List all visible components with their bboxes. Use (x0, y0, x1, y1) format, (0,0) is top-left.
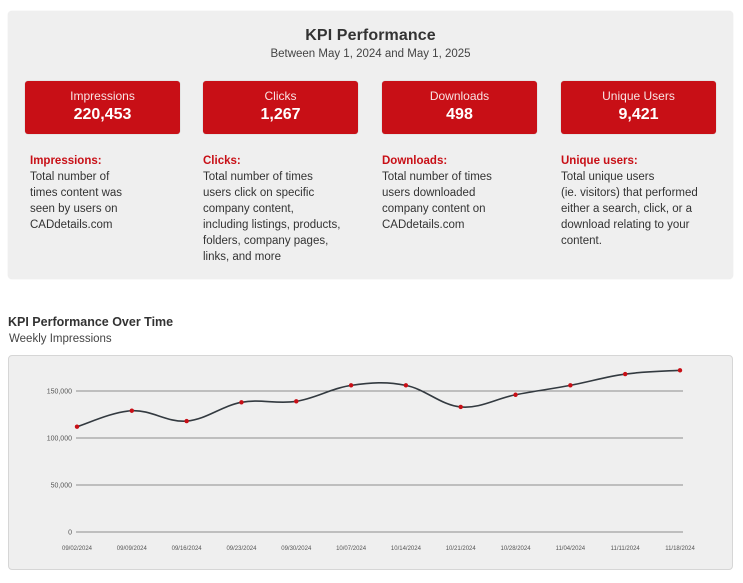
kpi-card-label: Downloads (429, 89, 490, 103)
series-line-impressions (76, 369, 681, 428)
data-point[interactable] (129, 408, 135, 413)
definition-line: folders, company pages, (203, 235, 329, 247)
x-tick-label: 10/07/2024 (336, 546, 367, 552)
y-tick-label: 100,000 (47, 436, 72, 443)
kpi-card-downloads: Downloads 498 (382, 81, 537, 134)
kpi-card-value: 220,453 (73, 106, 132, 123)
x-tick-label: 09/02/2024 (62, 546, 93, 552)
kpi-summary-panel: KPI Performance Between May 1, 2024 and … (8, 11, 733, 279)
weekly-impressions-chart: 0 50,000 100,000 150,000 09/02/2024 09/09/20… (47, 368, 695, 552)
definition-line: Total number of (30, 171, 110, 183)
x-tick-label: 09/30/2024 (281, 546, 312, 552)
data-point[interactable] (403, 383, 409, 388)
kpi-card-value: 1,267 (260, 106, 301, 123)
kpi-card-unique-users: Unique Users 9,421 (561, 81, 716, 134)
data-point[interactable] (622, 371, 628, 377)
data-point[interactable] (677, 368, 683, 373)
definition-line: company content on (382, 203, 486, 215)
definition-line: users downloaded (382, 187, 476, 199)
definition-term: Unique users: (561, 155, 638, 167)
chart-section-title: KPI Performance Over Time (8, 315, 174, 329)
chart-panel: 0 50,000 100,000 150,000 09/02/2024 09/09/20… (8, 355, 733, 570)
kpi-card-clicks: Clicks 1,267 (203, 81, 358, 134)
definition-line: users click on specific (203, 187, 315, 199)
x-tick-label: 09/16/2024 (172, 546, 203, 552)
date-range-subtitle: Between May 1, 2024 and May 1, 2025 (270, 48, 471, 60)
definition-line: either a search, click, or a (561, 203, 693, 215)
chart-gridlines (76, 390, 683, 533)
y-tick-label: 0 (68, 530, 72, 537)
x-tick-label: 11/18/2024 (665, 546, 695, 552)
definition-line: times content was (30, 187, 123, 199)
data-point[interactable] (294, 399, 299, 404)
definition-line: (ie. visitors) that performed (561, 187, 698, 199)
definition-impressions: Impressions: Total number of times conte… (30, 153, 190, 233)
definition-line: content. (561, 235, 602, 247)
chart-x-axis: 09/02/2024 09/09/2024 09/16/2024 09/23/2024… (62, 546, 695, 552)
definition-line: CADdetails.com (30, 219, 113, 231)
kpi-cards: Impressions 220,453 Clicks 1,267 Downloa… (25, 81, 716, 134)
definition-line: company content, (203, 203, 294, 215)
data-point[interactable] (513, 392, 518, 397)
kpi-card-value: 9,421 (618, 106, 659, 123)
definition-line: Total number of times (203, 171, 313, 183)
definition-line: including listings, products, (203, 219, 341, 231)
y-tick-label: 150,000 (47, 389, 72, 396)
definition-term: Clicks: (203, 155, 241, 167)
page-title: KPI Performance (305, 27, 436, 44)
definition-line: seen by users on (30, 203, 118, 215)
x-tick-label: 10/14/2024 (391, 546, 422, 552)
data-point[interactable] (239, 400, 244, 405)
definition-unique-users: Unique users: Total unique users (ie. vi… (561, 153, 731, 249)
series-points (74, 368, 683, 429)
chart-section-subtitle: Weekly Impressions (9, 333, 112, 345)
data-point[interactable] (568, 383, 573, 388)
definition-clicks: Clicks: Total number of times users clic… (203, 153, 373, 265)
kpi-card-impressions: Impressions 220,453 (25, 81, 180, 134)
data-point[interactable] (348, 383, 354, 388)
definition-line: CADdetails.com (382, 219, 465, 231)
x-tick-label: 10/28/2024 (501, 546, 532, 552)
chart-y-axis: 0 50,000 100,000 150,000 (47, 389, 72, 537)
kpi-card-label: Clicks (264, 89, 297, 103)
definition-line: Total number of times (382, 171, 492, 183)
kpi-card-value: 498 (446, 106, 473, 123)
definition-line: links, and more (203, 251, 281, 263)
x-tick-label: 09/23/2024 (226, 546, 257, 552)
x-tick-label: 11/04/2024 (556, 546, 586, 552)
y-tick-label: 50,000 (51, 483, 73, 490)
x-tick-label: 10/21/2024 (446, 546, 477, 552)
definition-line: Total unique users (561, 171, 655, 183)
kpi-card-label: Unique Users (602, 89, 675, 103)
definition-line: download relating to your (561, 219, 690, 231)
definition-downloads: Downloads: Total number of times users d… (382, 153, 552, 233)
definition-term: Downloads: (382, 155, 448, 167)
data-point[interactable] (458, 404, 463, 410)
definition-term: Impressions: (30, 155, 102, 167)
data-point[interactable] (74, 424, 80, 429)
x-tick-label: 09/09/2024 (117, 546, 148, 552)
kpi-card-label: Impressions (70, 89, 135, 103)
data-point[interactable] (184, 418, 189, 424)
x-tick-label: 11/11/2024 (611, 546, 641, 552)
